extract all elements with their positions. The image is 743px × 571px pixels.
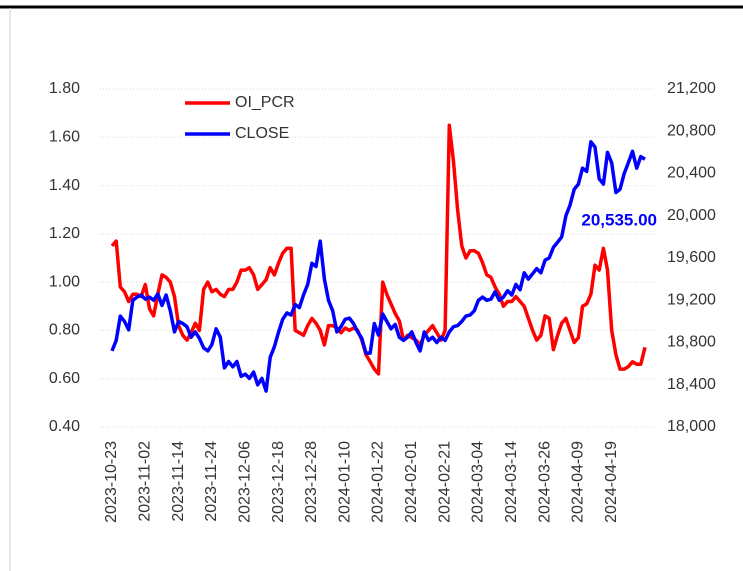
x-tick-label: 2023-11-14 [170, 441, 187, 522]
series-line [110, 123, 647, 376]
x-tick-label: 2023-12-06 [236, 441, 253, 523]
x-tick-label: 2024-01-10 [336, 441, 353, 523]
y2-tick-label: 20,000 [667, 207, 716, 224]
x-tick-label: 2024-01-22 [370, 441, 387, 523]
y-tick-label: 1.60 [49, 129, 80, 146]
x-tick-label: 2024-02-01 [403, 441, 420, 523]
x-tick-label: 2023-10-23 [103, 441, 120, 523]
series-line [110, 140, 646, 393]
x-tick-label: 2024-04-19 [603, 441, 620, 523]
y2-tick-label: 19,200 [667, 291, 716, 308]
y-tick-label: 0.40 [49, 418, 80, 435]
y-tick-label: 0.60 [49, 370, 80, 387]
x-tick-label: 2024-04-09 [570, 441, 587, 523]
y2-tick-label: 20,400 [667, 165, 716, 182]
x-tick-label: 2024-02-21 [436, 441, 453, 523]
x-tick-label: 2024-03-26 [536, 441, 553, 523]
x-tick-label: 2023-11-24 [203, 441, 220, 522]
y-tick-label: 1.80 [49, 80, 80, 97]
x-tick-label: 2023-12-18 [270, 441, 287, 523]
y2-tick-label: 21,200 [667, 80, 716, 97]
y-tick-label: 1.20 [49, 225, 80, 242]
legend-label: OI_PCR [235, 94, 295, 111]
data-label: 20,535.00 [581, 211, 657, 230]
x-tick-label: 2023-11-02 [137, 441, 154, 522]
y2-tick-label: 18,400 [667, 376, 716, 393]
y-tick-label: 0.80 [49, 322, 80, 339]
legend-label: CLOSE [235, 125, 289, 142]
y-tick-label: 1.00 [49, 273, 80, 290]
y2-tick-label: 18,000 [667, 418, 716, 435]
y2-tick-label: 20,800 [667, 122, 716, 139]
y2-tick-label: 19,600 [667, 249, 716, 266]
x-tick-label: 2024-03-04 [470, 441, 487, 523]
x-tick-label: 2024-03-14 [503, 441, 520, 523]
y2-tick-label: 18,800 [667, 334, 716, 351]
y-tick-label: 1.40 [49, 177, 80, 194]
x-tick-label: 2023-12-28 [303, 441, 320, 523]
